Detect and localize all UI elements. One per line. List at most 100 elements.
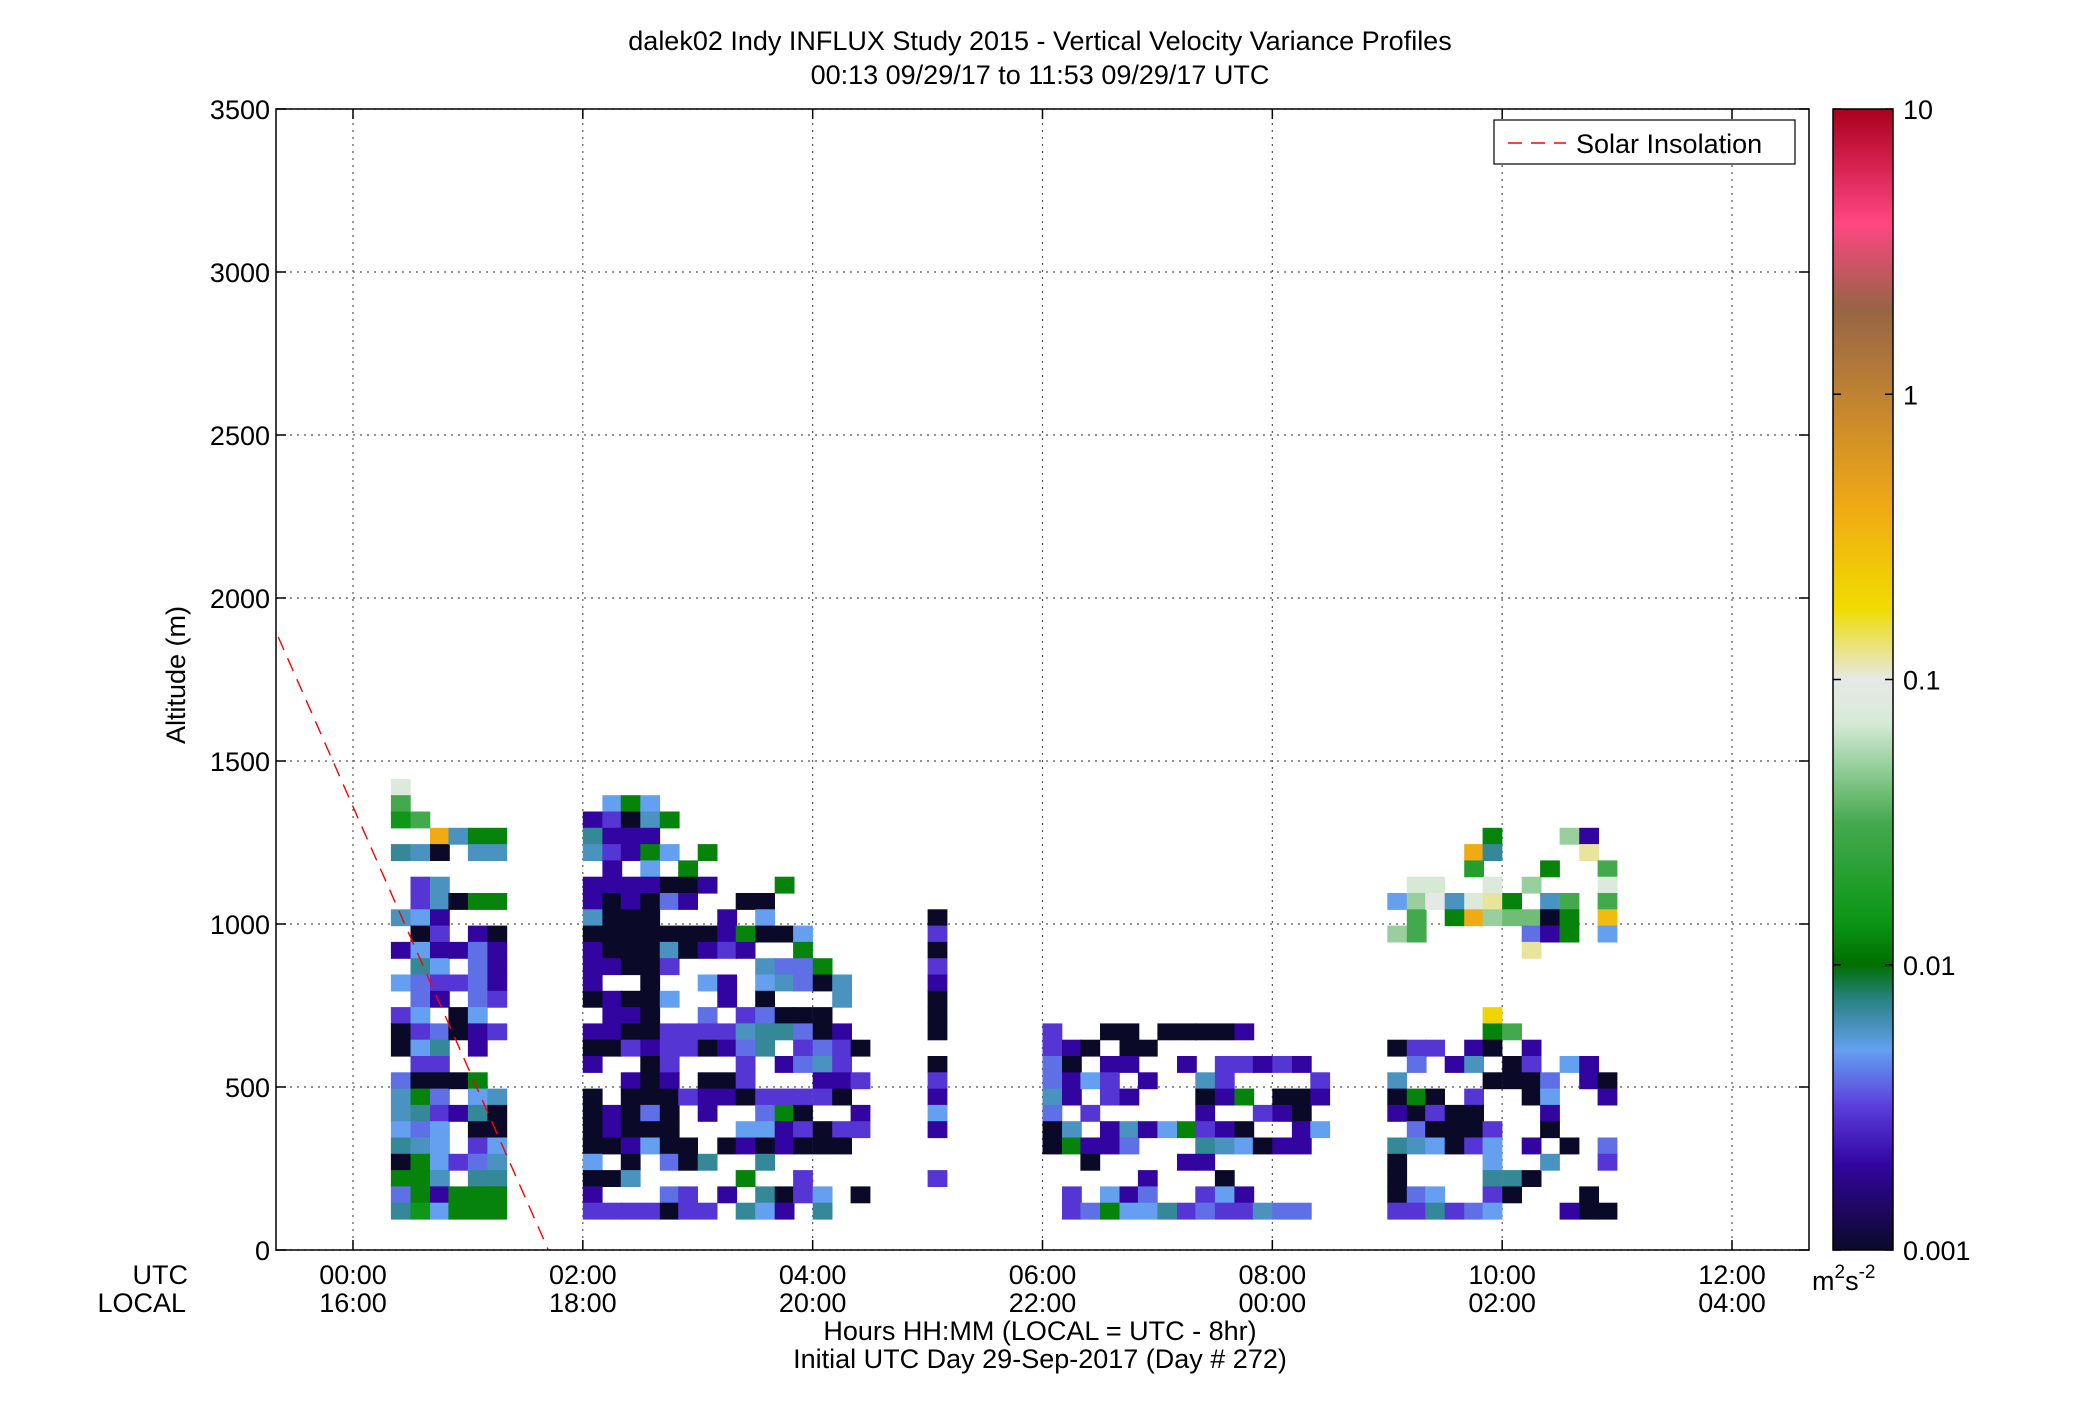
heatmap-cell [487, 893, 508, 910]
heatmap-cell [1597, 1202, 1618, 1220]
heatmap-cell [620, 1039, 641, 1057]
heatmap-cell [602, 1023, 623, 1041]
chart-title: dalek02 Indy INFLUX Study 2015 - Vertica… [628, 26, 1451, 56]
heatmap-cell [640, 1104, 661, 1122]
heatmap-cell [774, 1088, 795, 1106]
heatmap-cell [467, 1137, 488, 1155]
heatmap-cell [1482, 1023, 1503, 1041]
heatmap-cell [793, 925, 813, 943]
colorbar [1832, 108, 1894, 1251]
heatmap-cell [832, 1072, 852, 1090]
heatmap-cell [640, 844, 661, 861]
heatmap-cell [448, 893, 469, 910]
x-tick-label-local: 18:00 [549, 1288, 617, 1318]
heatmap-cell [410, 893, 431, 910]
x-tick-label-utc: 06:00 [1009, 1260, 1077, 1290]
heatmap-cell [602, 860, 623, 878]
heatmap-cell [602, 1007, 623, 1024]
heatmap-cell [717, 974, 738, 992]
heatmap-cell [1425, 876, 1445, 894]
heatmap-cell [678, 1088, 698, 1106]
heatmap-cell [755, 1104, 775, 1122]
heatmap-cell [390, 1023, 411, 1041]
heatmap-cell [927, 1023, 948, 1041]
heatmap-cell [1521, 1056, 1542, 1073]
y-tick-label: 0 [255, 1236, 270, 1266]
heatmap-cell [1502, 1072, 1522, 1090]
heatmap-cell [602, 941, 623, 959]
heatmap-cell [1100, 1121, 1120, 1139]
heatmap-cell [755, 958, 775, 976]
heatmap-cell [1597, 1153, 1618, 1171]
heatmap-cell [755, 1202, 775, 1220]
heatmap-cell [1387, 925, 1408, 943]
heatmap-cell [927, 974, 948, 992]
heatmap-cell [1502, 1186, 1522, 1204]
heatmap-cell [1387, 1039, 1408, 1057]
heatmap-cell [430, 1072, 450, 1090]
heatmap-cell [620, 844, 641, 861]
heatmap-cell [1597, 1088, 1618, 1106]
heatmap-cell [1177, 1023, 1197, 1041]
heatmap-cell [1272, 1104, 1293, 1122]
heatmap-cell [1214, 1170, 1235, 1187]
heatmap-cell [717, 909, 738, 927]
heatmap-cell [1214, 1072, 1235, 1090]
heatmap-cell [735, 893, 756, 910]
heatmap-cell [1234, 1088, 1255, 1106]
heatmap-cell [467, 1186, 488, 1204]
heatmap-cell [1502, 1056, 1522, 1073]
heatmap-cell [640, 1137, 661, 1155]
heatmap-cell [1177, 1121, 1197, 1139]
chart-subtitle: 00:13 09/29/17 to 11:53 09/29/17 UTC [811, 60, 1270, 90]
heatmap-cell [927, 941, 948, 959]
legend-box [1493, 119, 1796, 165]
heatmap-cell [717, 925, 738, 943]
heatmap-cell [1100, 1023, 1120, 1041]
heatmap-cell [755, 893, 775, 910]
heatmap-cell [717, 1186, 738, 1204]
heatmap-cell [410, 1170, 431, 1187]
heatmap-cell [659, 1202, 680, 1220]
heatmap-cell [774, 876, 795, 894]
heatmap-cell [602, 1170, 623, 1187]
heatmap-cell [812, 1202, 833, 1220]
heatmap-cell [430, 1137, 450, 1155]
heatmap-cell [602, 811, 623, 829]
heatmap-cell [1482, 1186, 1503, 1204]
heatmap-cell [1214, 1186, 1235, 1204]
legend-label-solar: Solar Insolation [1576, 129, 1762, 159]
heatmap-cell [1482, 893, 1503, 910]
heatmap-cell [793, 1104, 813, 1122]
heatmap-cell [735, 1039, 756, 1057]
x-tick-label-utc: 10:00 [1468, 1260, 1536, 1290]
heatmap-cell [582, 1153, 603, 1171]
heatmap-cell [640, 795, 661, 813]
colorbar-tick-label: 10 [1903, 95, 1933, 125]
heatmap-cell [620, 1153, 641, 1171]
heatmap-cell [1119, 1023, 1140, 1041]
heatmap-cell [1482, 1202, 1503, 1220]
heatmap-cell [620, 1170, 641, 1187]
heatmap-cell [602, 844, 623, 861]
heatmap-cell [1464, 1121, 1484, 1139]
heatmap-cell [390, 1104, 411, 1122]
heatmap-cell [697, 1104, 718, 1122]
heatmap-cell [390, 795, 411, 813]
heatmap-cell [430, 941, 450, 959]
x-tick-label-utc: 08:00 [1239, 1260, 1307, 1290]
heatmap-cell [1234, 1121, 1255, 1139]
heatmap-cell [774, 1186, 795, 1204]
heatmap-cell [620, 1007, 641, 1024]
heatmap-cell [487, 990, 508, 1008]
heatmap-cell [448, 1202, 469, 1220]
heatmap-cell [735, 1202, 756, 1220]
heatmap-cell [1597, 1072, 1618, 1090]
heatmap-cell [410, 909, 431, 927]
heatmap-cell [793, 1056, 813, 1073]
heatmap-cell [602, 827, 623, 845]
heatmap-cell [659, 844, 680, 861]
heatmap-cell [755, 909, 775, 927]
heatmap-cell [448, 1104, 469, 1122]
heatmap-cell [678, 1023, 698, 1041]
